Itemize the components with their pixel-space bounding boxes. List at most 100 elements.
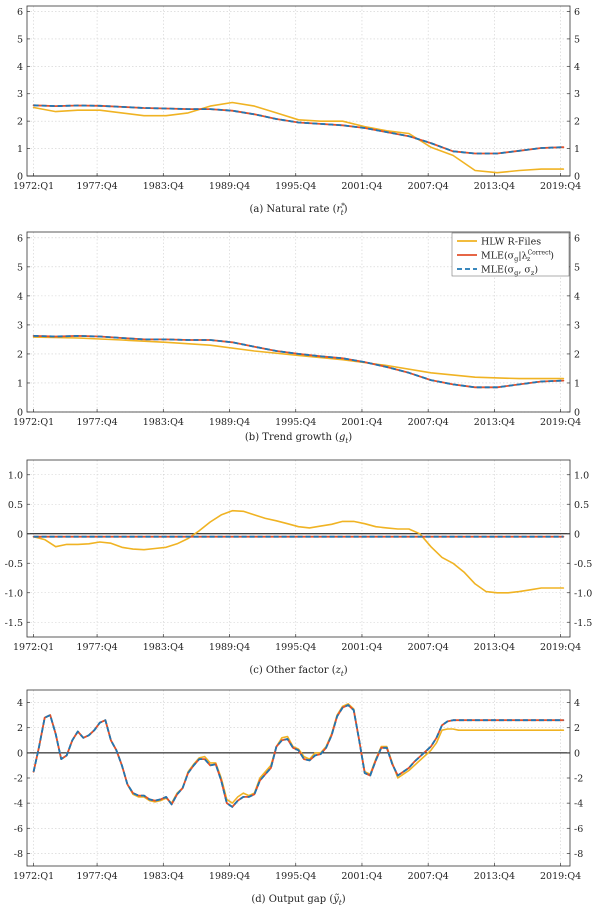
y-tick-label-right: 4 [574, 698, 580, 709]
y-tick-label-left: -6 [14, 824, 23, 835]
y-tick-label-right: -8 [574, 849, 583, 860]
x-tick-label: 2013:Q4 [474, 181, 515, 192]
series-line-hlw [32, 703, 565, 804]
y-tick-label-right: 1.0 [574, 470, 589, 481]
y-tick-label-left: 4 [17, 62, 23, 73]
y-tick-label-right: -4 [574, 799, 583, 810]
x-tick-label: 2007:Q4 [408, 181, 449, 192]
y-tick-label-left: -4 [14, 799, 23, 810]
series-line-mle2 [33, 104, 564, 155]
y-tick-label-right: 2 [574, 349, 580, 360]
y-tick-label-left: 5 [17, 262, 23, 273]
x-tick-label: 1983:Q4 [143, 642, 184, 653]
y-tick-label-left: 3 [17, 89, 23, 100]
y-tick-label-left: 2 [17, 349, 23, 360]
y-tick-label-left: 5 [17, 34, 23, 45]
x-tick-label: 2019:Q4 [540, 181, 581, 192]
y-tick-label-left: 6 [17, 7, 23, 18]
x-tick-label: 1995:Q4 [275, 417, 316, 428]
series-group [32, 703, 565, 808]
x-tick-label: 2001:Q4 [341, 642, 382, 653]
x-tick-label: 1977:Q4 [76, 642, 117, 653]
y-tick-label-right: -2 [574, 774, 583, 785]
x-tick-label: 1972:Q1 [13, 642, 54, 653]
y-tick-label-right: 4 [574, 62, 580, 73]
y-tick-label-right: 4 [574, 291, 580, 302]
x-tick-label: 1977:Q4 [76, 871, 117, 882]
y-tick-label-right: 0 [574, 408, 580, 419]
x-tick-label: 1995:Q4 [275, 642, 316, 653]
y-tick-label-right: -0.5 [574, 559, 592, 570]
y-tick-label-left: -0.5 [5, 559, 23, 570]
y-tick-label-left: 6 [17, 233, 23, 244]
x-tick-label: 2013:Q4 [474, 417, 515, 428]
y-tick-label-left: -1.5 [5, 618, 23, 629]
plot-frame [26, 5, 571, 177]
y-tick-label-left: 2 [17, 723, 23, 734]
series-group [32, 101, 565, 174]
series-line-hlw [32, 509, 565, 594]
x-tick-label: 2007:Q4 [408, 642, 449, 653]
y-tick-label-right: 0 [574, 748, 580, 759]
x-tick-label: 1972:Q1 [13, 181, 54, 192]
y-tick-label-left: -1.0 [5, 588, 23, 599]
x-tick-label: 2013:Q4 [474, 871, 515, 882]
x-tick-label: 1989:Q4 [209, 642, 250, 653]
y-tick-label-right: 0 [574, 529, 580, 540]
panel-caption: (b) Trend growth (gt) [245, 432, 352, 445]
y-tick-label-right: 6 [574, 233, 580, 244]
y-tick-label-right: 3 [574, 89, 580, 100]
y-tick-label-left: 0.5 [8, 500, 23, 511]
x-tick-label: 1983:Q4 [143, 871, 184, 882]
x-tick-label: 1995:Q4 [275, 871, 316, 882]
legend-label-mle2: MLE(σg, σz) [481, 265, 538, 278]
y-tick-label-left: 2 [17, 117, 23, 128]
y-tick-label-left: 3 [17, 320, 23, 331]
panel-3: -1.5 -1.5 -1.0 -1.0 -0.5 -0.5 0 0 0.5 0.5 1.0 1.0 19… [5, 459, 592, 678]
x-tick-label: 1989:Q4 [209, 181, 250, 192]
panel-caption: (a) Natural rate (r* t) [249, 202, 347, 217]
y-tick-label-left: 0 [17, 529, 23, 540]
y-tick-label-left: 1.0 [8, 470, 23, 481]
x-tick-label: 2001:Q4 [341, 417, 382, 428]
y-tick-label-right: 2 [574, 723, 580, 734]
x-tick-label: 2007:Q4 [408, 417, 449, 428]
panel-1: 0 0 1 1 2 2 3 3 4 4 5 5 6 6 1972:Q1 1977:Q4 1983:Q4 1989:… [13, 5, 581, 217]
x-tick-label: 2019:Q4 [540, 871, 581, 882]
y-tick-label-left: 0 [17, 408, 23, 419]
y-tick-label-right: -6 [574, 824, 583, 835]
panel-caption: (c) Other factor (zt) [249, 665, 347, 678]
series-line-mle1 [32, 335, 565, 389]
legend-label-hlw: HLW R-Files [481, 237, 541, 248]
x-tick-label: 2001:Q4 [341, 181, 382, 192]
panel-4: -8 -8 -6 -6 -4 -4 -2 -2 0 0 2 2 4 4 1972:Q1 1977:Q4 1983… [13, 689, 583, 907]
x-tick-label: 1989:Q4 [209, 871, 250, 882]
legend: HLW R-Files MLE(σg|λCorrect z)MLE(σg, σz) [451, 232, 570, 278]
y-tick-label-right: 5 [574, 34, 580, 45]
x-tick-label: 2007:Q4 [408, 871, 449, 882]
y-tick-label-right: 6 [574, 7, 580, 18]
y-tick-label-right: 0.5 [574, 500, 589, 511]
plot-frame [26, 231, 571, 413]
series-group [32, 335, 565, 389]
x-tick-label: 2019:Q4 [540, 417, 581, 428]
y-tick-label-right: 1 [574, 378, 580, 389]
y-tick-label-left: 1 [17, 144, 23, 155]
series-line-hlw [32, 101, 565, 174]
plot-frame [26, 459, 571, 638]
y-tick-label-right: 0 [574, 172, 580, 183]
series-group [32, 509, 565, 594]
x-tick-label: 1977:Q4 [76, 417, 117, 428]
x-tick-label: 2001:Q4 [341, 871, 382, 882]
x-tick-label: 1983:Q4 [143, 181, 184, 192]
series-line-mle2 [33, 335, 564, 389]
y-tick-label-right: -1.0 [574, 588, 592, 599]
panel-2: 0 0 1 1 2 2 3 3 4 4 5 5 6 6 1972:Q1 1977:Q4 1983:Q4 1989:… [13, 231, 581, 445]
y-tick-label-right: -1.5 [574, 618, 592, 629]
x-tick-label: 2013:Q4 [474, 642, 515, 653]
y-tick-label-left: -2 [14, 774, 23, 785]
y-tick-label-left: 1 [17, 378, 23, 389]
y-tick-label-right: 5 [574, 262, 580, 273]
y-tick-label-left: -8 [14, 849, 23, 860]
